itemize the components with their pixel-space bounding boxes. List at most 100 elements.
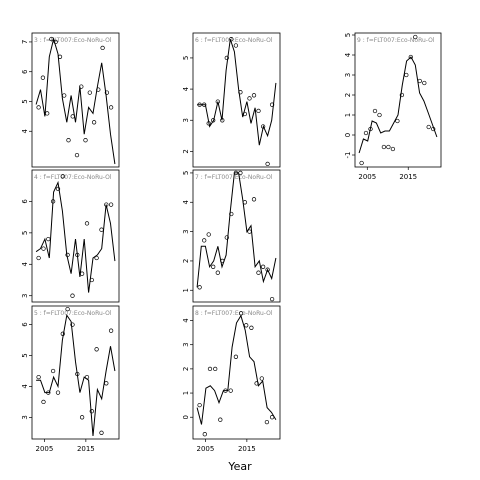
data-point [75,252,80,258]
data-point [60,174,65,179]
data-point [79,415,85,420]
panel-label: 9 : f=FLT007:Eco-NoRu-Ol [357,37,435,44]
data-point [36,255,41,261]
data-point [197,285,202,290]
data-point [104,202,109,207]
y-tick-label: 4 [182,200,190,205]
data-point [46,236,51,242]
data-point [100,45,105,51]
y-tick-label: 4 [21,262,29,267]
data-point [84,221,90,226]
y-tick-label: 5 [344,33,352,37]
data-point [359,160,364,166]
data-point [197,102,202,107]
y-tick-label: 5 [21,231,29,235]
y-tick-label: 3 [182,229,190,233]
data-point [426,124,431,130]
x-axis-label: Year [227,460,252,473]
data-point [254,381,259,386]
x-tick-label: 2015 [77,445,95,453]
panel-frame [31,169,120,303]
x-tick-label: 2005 [36,445,54,453]
y-tick-label: 6 [21,69,29,74]
y-tick-label: 0 [344,133,352,137]
data-point [368,126,373,132]
data-point [55,186,61,192]
data-point [206,232,211,237]
y-tick-label: 0 [182,415,190,419]
data-point [251,93,257,98]
data-point [104,381,109,386]
data-point [229,211,234,217]
series-line [358,56,438,154]
data-point [89,277,94,283]
y-tick-label: 1 [182,288,190,292]
data-point [108,105,114,110]
data-point [390,146,396,152]
data-point [413,34,418,40]
data-point [256,270,261,275]
panel-frame [192,169,281,303]
data-point [247,229,252,234]
data-point [206,121,211,126]
data-point [65,252,70,258]
y-tick-label: 2 [182,149,190,153]
data-point [65,306,70,312]
data-point [408,54,413,60]
data-point [45,111,50,116]
y-tick-label: 3 [21,293,29,297]
data-point [53,39,58,45]
data-point [247,96,252,101]
y-tick-label: 6 [21,199,29,204]
data-point [57,54,63,59]
data-point [244,323,249,328]
data-point [422,80,427,86]
data-point [104,90,110,95]
data-point [94,347,99,352]
data-point [223,388,228,393]
data-point [264,419,270,425]
data-point [55,390,61,395]
data-point [265,267,270,272]
series-line [35,180,116,293]
data-point [399,92,405,98]
y-tick-label: 3 [182,118,190,122]
panel-label: 8 : f=FLT007:Eco-NoRu-Ol [195,310,273,317]
data-point [265,161,270,167]
data-point [249,325,254,330]
data-point [89,409,94,414]
data-point [233,354,239,359]
data-point [233,43,239,48]
panel-frame [31,305,120,440]
data-point [99,227,104,232]
data-point [233,170,239,176]
series-line [197,39,277,146]
panel-label: 3 : f=FLT007:Eco-NoRu-Ol [34,37,112,44]
data-point [372,108,378,114]
panel-frame [31,32,120,168]
data-point [269,415,275,420]
data-point [75,371,80,377]
data-point [66,138,71,143]
data-point [215,270,220,275]
y-tick-label: 2 [344,93,352,97]
data-point [211,118,216,123]
y-tick-label: -1 [344,152,352,159]
data-point [229,37,234,42]
panel-frame [192,305,281,440]
data-point [40,75,46,80]
data-point [74,152,80,158]
y-tick-label: 3 [182,342,190,346]
data-point [260,264,266,269]
data-point [260,124,266,129]
data-point [41,399,46,405]
data-point [224,55,229,61]
data-point [251,197,257,202]
data-point [211,264,216,269]
x-tick-label: 2015 [399,173,417,181]
y-tick-label: 5 [21,99,29,103]
data-point [238,170,243,176]
data-point [242,111,248,117]
panel-label: 5 : f=FLT007:Eco-NoRu-Ol [34,310,112,317]
